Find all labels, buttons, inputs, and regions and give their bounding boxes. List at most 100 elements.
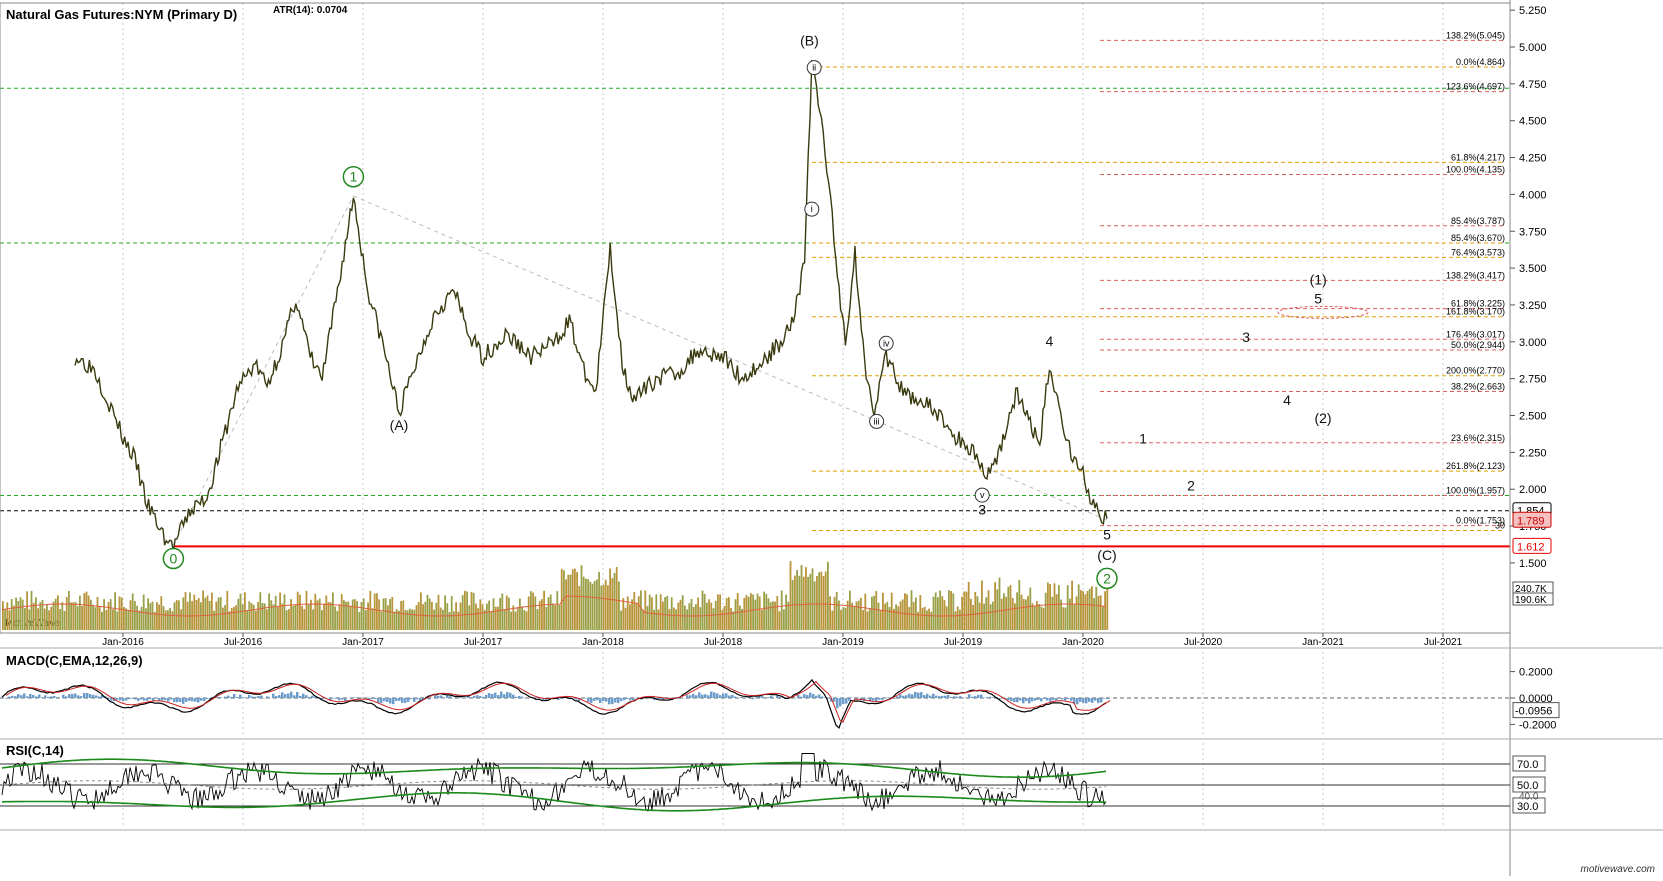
macd-histogram-bar: [980, 695, 983, 698]
volume-bar: [284, 594, 286, 630]
volume-bar: [90, 600, 92, 630]
volume-bar: [70, 602, 72, 630]
macd-histogram-bar: [887, 697, 890, 698]
volume-bar: [534, 597, 536, 630]
volume-bar: [576, 572, 578, 630]
macd-histogram-bar: [410, 698, 413, 699]
volume-bar: [523, 610, 525, 630]
macd-histogram-bar: [26, 696, 29, 698]
volume-bar: [574, 569, 576, 630]
volume-bar: [783, 609, 785, 630]
volume-bar: [521, 606, 523, 630]
volume-bar: [587, 579, 589, 630]
volume-bar: [908, 607, 910, 630]
volume-bar: [343, 600, 345, 630]
volume-bar: [950, 591, 952, 630]
fib-label: 0.0%(4.864): [1456, 57, 1505, 67]
macd-histogram-bar: [494, 693, 497, 698]
macd-histogram-bar: [236, 697, 239, 698]
macd-histogram-bar: [197, 698, 200, 703]
macd-histogram-bar: [17, 694, 20, 698]
volume-bar: [446, 603, 448, 630]
volume-bar: [1047, 583, 1049, 630]
wave-label: 3: [978, 501, 986, 517]
macd-histogram-bar: [56, 697, 59, 698]
macd-histogram-bar: [560, 698, 563, 699]
macd-histogram-bar: [845, 698, 848, 704]
wave-label: 2: [1187, 478, 1195, 494]
macd-histogram-bar: [908, 694, 911, 698]
volume-bar: [713, 608, 715, 630]
macd-histogram-bar: [629, 698, 632, 700]
volume-bar: [809, 574, 811, 630]
wave-label: (C): [1097, 547, 1116, 563]
macd-histogram-bar: [491, 694, 494, 698]
macd-histogram-bar: [779, 697, 782, 698]
wave-label: 2: [1103, 570, 1111, 586]
macd-histogram-bar: [1085, 698, 1088, 703]
volume-bar: [526, 611, 528, 630]
volume-bar: [992, 602, 994, 630]
macd-histogram-bar: [1064, 698, 1067, 700]
macd-histogram-bar: [218, 697, 221, 698]
volume-bar: [706, 603, 708, 630]
volume-bar: [871, 597, 873, 630]
macd-histogram-bar: [932, 694, 935, 698]
volume-bar: [26, 591, 28, 630]
volume-bar: [28, 609, 30, 630]
macd-histogram-bar: [179, 698, 182, 702]
volume-bar: [400, 601, 402, 630]
macd-histogram-bar: [725, 693, 728, 698]
macd-histogram-bar: [173, 698, 176, 702]
volume-bar: [365, 610, 367, 630]
volume-bar: [68, 591, 70, 630]
macd-histogram-bar: [230, 697, 233, 698]
volume-bar: [81, 606, 83, 630]
volume-bar: [906, 594, 908, 630]
macd-histogram-bar: [158, 698, 161, 700]
fib-label: 85.4%(3.670): [1451, 233, 1505, 243]
volume-bar: [697, 598, 699, 630]
volume-bar: [121, 597, 123, 630]
macd-histogram-bar: [188, 698, 191, 701]
fib-label: 30: [1495, 520, 1505, 530]
volume-bar: [246, 610, 248, 630]
rsi-tag-value: 40.0: [1519, 792, 1539, 803]
volume-bar: [77, 606, 79, 630]
macd-histogram-bar: [911, 694, 914, 698]
macd-histogram-bar: [602, 698, 605, 701]
volume-bar: [779, 611, 781, 630]
macd-histogram-bar: [1025, 698, 1028, 701]
volume-bar: [486, 604, 488, 630]
volume-bar: [429, 598, 431, 630]
volume-bar: [9, 610, 11, 630]
volume-bar: [550, 594, 552, 630]
volume-bar: [262, 603, 264, 630]
fib-label: 85.4%(3.787): [1451, 216, 1505, 226]
volume-bar: [816, 576, 818, 630]
volume-bar: [407, 610, 409, 630]
volume-bar: [279, 592, 281, 630]
volume-bar: [829, 596, 831, 630]
macd-histogram-bar: [170, 698, 173, 700]
volume-bar: [207, 595, 209, 630]
volume-bar: [653, 610, 655, 630]
volume-bar: [281, 604, 283, 630]
y-tick-label: 2.500: [1519, 411, 1547, 423]
macd-histogram-bar: [1091, 698, 1094, 703]
volume-bar: [583, 577, 585, 630]
macd-histogram-bar: [92, 695, 95, 698]
volume-bar: [389, 599, 391, 630]
fib-label: 76.4%(3.573): [1451, 247, 1505, 257]
volume-bar: [215, 602, 217, 630]
volume-bar: [145, 608, 147, 630]
macd-histogram-bar: [899, 694, 902, 698]
macd-histogram-bar: [1037, 698, 1040, 700]
volume-bar: [251, 603, 253, 630]
macd-histogram-bar: [437, 696, 440, 698]
macd-histogram-bar: [896, 696, 899, 698]
macd-histogram-bar: [470, 697, 473, 698]
volume-bar: [554, 605, 556, 630]
volume-bar: [750, 593, 752, 630]
